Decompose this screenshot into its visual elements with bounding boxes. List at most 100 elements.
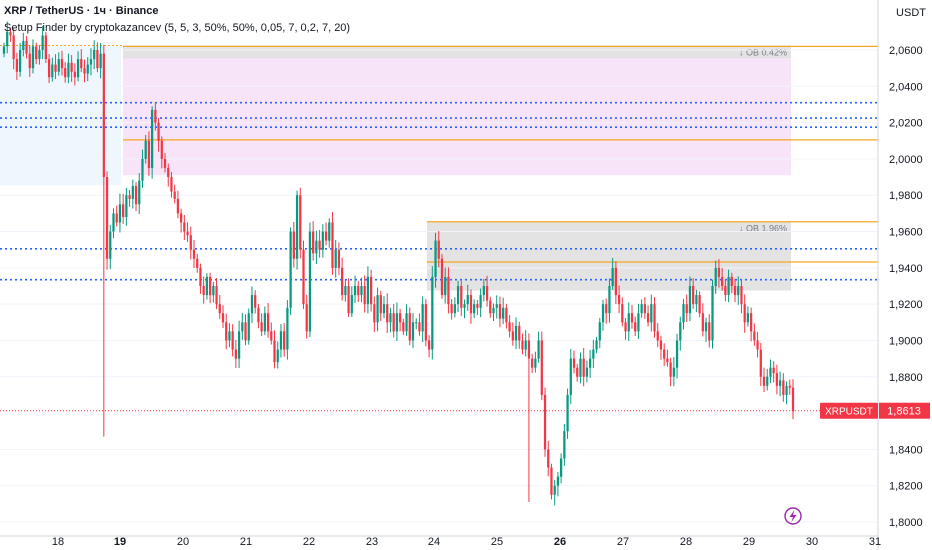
candle-body <box>76 59 80 78</box>
candle-body <box>411 322 415 341</box>
price-tag-symbol: XRPUSDT <box>825 407 873 418</box>
candle-body <box>656 331 659 341</box>
candle-body <box>495 304 498 308</box>
candle-body <box>6 31 9 47</box>
candle-body <box>759 349 762 377</box>
candle-body <box>22 40 25 50</box>
candle-body <box>67 62 70 78</box>
candle-body <box>260 322 263 332</box>
candle-body <box>38 50 41 60</box>
candle-body <box>263 313 266 332</box>
candle-body <box>70 62 73 72</box>
candle-body <box>698 295 701 314</box>
candle-body <box>183 222 186 232</box>
candle-body <box>337 249 341 268</box>
candle-body <box>295 195 299 259</box>
candle-body <box>598 322 601 341</box>
candle-body <box>437 240 440 259</box>
candle-body <box>485 286 489 301</box>
price-tag: XRPUSDT 1,8613 <box>820 402 930 419</box>
candle-body <box>141 158 144 181</box>
candle-body <box>102 53 105 178</box>
candle-body <box>421 304 424 332</box>
candle-body <box>750 313 753 332</box>
candle-body <box>569 358 572 395</box>
candle-body <box>482 286 485 296</box>
candle-body <box>766 376 769 386</box>
candle-body <box>266 313 270 332</box>
candle-body <box>534 358 537 368</box>
y-tick-label: 1,8800 <box>889 372 923 384</box>
candle-body <box>460 286 463 308</box>
candle-body <box>237 331 241 359</box>
candle-body <box>202 286 205 296</box>
candle-body <box>244 322 247 341</box>
candle-body <box>9 31 12 36</box>
candle-body <box>170 177 173 192</box>
candle-body <box>86 64 89 74</box>
candle-body <box>469 295 473 314</box>
candle-body <box>176 198 180 214</box>
price-tag-value-box <box>879 402 930 419</box>
ob-zone <box>123 45 791 59</box>
candle-body <box>115 213 118 223</box>
candle-body <box>692 286 695 305</box>
candle-body <box>315 240 318 254</box>
candle-body <box>453 304 456 314</box>
candle-body <box>350 295 353 314</box>
candle-body <box>427 340 431 350</box>
candle-body <box>463 304 466 308</box>
candle-body <box>93 50 96 60</box>
candle-body <box>627 313 630 332</box>
candle-body <box>608 286 611 314</box>
candle-body <box>785 385 788 395</box>
pink-zone <box>123 57 791 176</box>
candle-body <box>18 50 22 72</box>
candle-body <box>353 286 357 296</box>
candle-body <box>601 304 605 323</box>
candle-body <box>276 349 279 363</box>
candle-body <box>614 267 618 296</box>
candle-body <box>405 313 408 332</box>
candle-body <box>360 286 363 296</box>
candle-body <box>157 122 160 141</box>
candle-body <box>514 325 518 341</box>
x-tick-label: 23 <box>366 536 378 548</box>
candle-body <box>621 304 624 323</box>
candle-body <box>138 180 141 205</box>
candle-body <box>273 340 276 363</box>
x-tick-label: 20 <box>177 536 189 548</box>
candle-body <box>25 40 28 54</box>
candle-body <box>179 213 183 223</box>
x-tick-label: 29 <box>743 536 755 548</box>
x-tick-label: 19 <box>114 536 126 548</box>
y-tick-label: 2,0600 <box>889 45 923 57</box>
candle-body <box>89 59 93 65</box>
candle-body <box>447 276 450 305</box>
candle-body <box>31 46 35 69</box>
candle-body <box>289 231 292 308</box>
candle-body <box>563 431 566 459</box>
candle-body <box>653 304 656 332</box>
candle-body <box>582 358 585 377</box>
candle-body <box>489 300 492 314</box>
x-tick-label: 18 <box>52 536 64 548</box>
candle-body <box>379 295 382 314</box>
candle-body <box>270 331 273 341</box>
candle-body <box>560 458 563 477</box>
candle-body <box>717 267 721 277</box>
candle-body <box>64 68 67 78</box>
candle-body <box>167 168 170 178</box>
candle-body <box>708 322 711 341</box>
candle-body <box>704 322 708 332</box>
candle-body <box>250 295 254 314</box>
candle-body <box>527 340 531 359</box>
candle-body <box>128 195 131 199</box>
indicator-legend[interactable]: Setup Finder by cryptokazancev (5, 5, 3,… <box>4 22 351 34</box>
x-tick-label: 22 <box>303 536 315 548</box>
candle-body <box>746 313 750 323</box>
candle-body <box>398 313 402 323</box>
lightning-icon[interactable] <box>784 507 802 525</box>
